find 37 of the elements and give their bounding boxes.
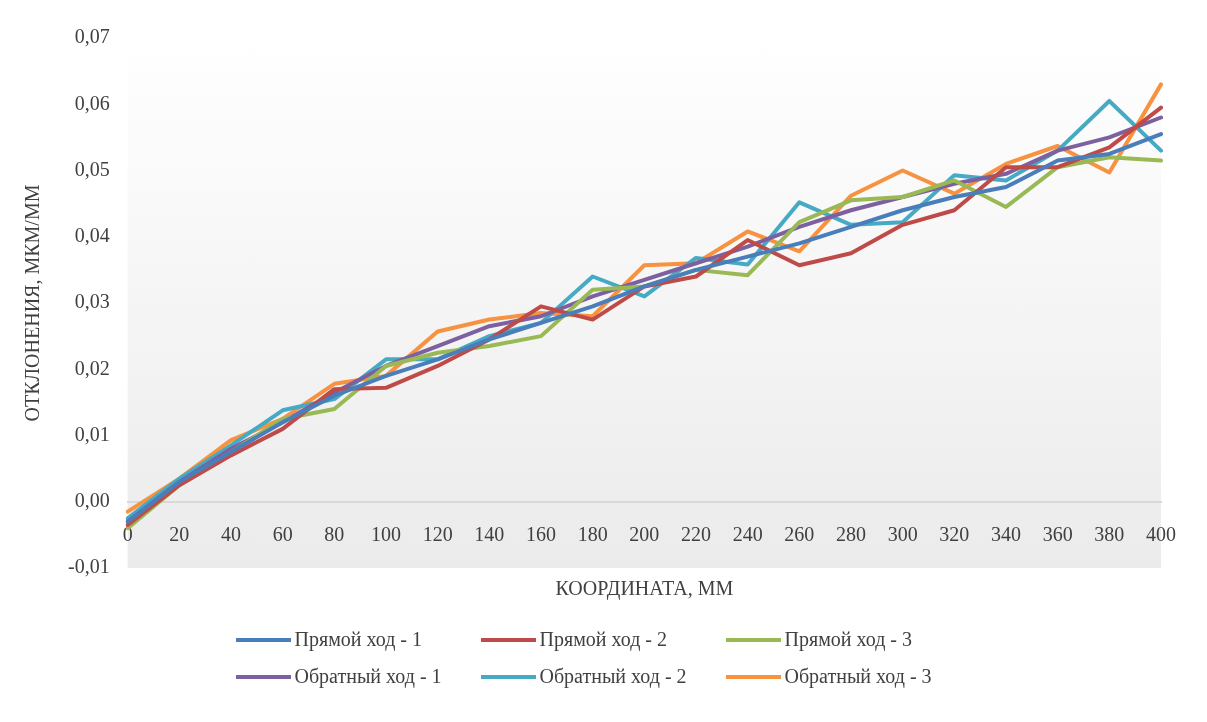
- y-tick-label: 0,03: [74, 290, 110, 313]
- y-tick-label: 0,07: [74, 25, 110, 48]
- y-tick-label: -0,01: [67, 555, 110, 578]
- legend-label: Обратный ход - 1: [294, 665, 442, 688]
- legend-label: Прямой ход - 2: [539, 628, 667, 651]
- x-tick-label: 400: [1146, 523, 1176, 545]
- x-tick-label: 40: [220, 523, 241, 545]
- legend-label: Прямой ход - 1: [294, 628, 422, 651]
- x-tick-label: 260: [784, 523, 815, 545]
- legend-label: Обратный ход - 3: [784, 665, 932, 688]
- x-tick-label: 120: [422, 523, 453, 545]
- legend-label: Прямой ход - 3: [784, 628, 912, 651]
- x-tick-label: 20: [169, 523, 190, 545]
- y-tick-label: 0,04: [74, 224, 110, 246]
- legend-label: Обратный ход - 2: [539, 665, 687, 688]
- x-tick-label: 240: [732, 523, 763, 545]
- x-tick-label: 320: [939, 523, 970, 545]
- x-tick-label: 100: [371, 523, 401, 545]
- y-tick-label: 0,00: [74, 489, 110, 511]
- x-tick-label: 60: [272, 523, 293, 545]
- y-tick-label: 0,02: [74, 356, 110, 379]
- x-tick-label: 300: [887, 523, 918, 545]
- x-tick-label: 360: [1042, 523, 1073, 545]
- x-tick-label: 200: [629, 523, 660, 545]
- x-tick-label: 140: [474, 523, 505, 545]
- y-tick-label: 0,01: [74, 422, 110, 445]
- x-tick-label: 340: [991, 523, 1021, 545]
- x-tick-label: 180: [577, 523, 608, 545]
- y-tick-label: 0,05: [74, 157, 110, 180]
- x-tick-label: 220: [681, 523, 711, 545]
- y-tick-label: 0,06: [74, 91, 110, 114]
- x-tick-label: 380: [1094, 523, 1125, 545]
- x-tick-label: 280: [836, 523, 866, 545]
- x-tick-label: 80: [324, 523, 345, 545]
- y-axis-title: ОТКЛОНЕНИЯ, МКМ/ММ: [21, 184, 44, 422]
- x-axis-title: КООРДИНАТА, ММ: [555, 577, 734, 601]
- x-tick-label: 160: [526, 523, 556, 545]
